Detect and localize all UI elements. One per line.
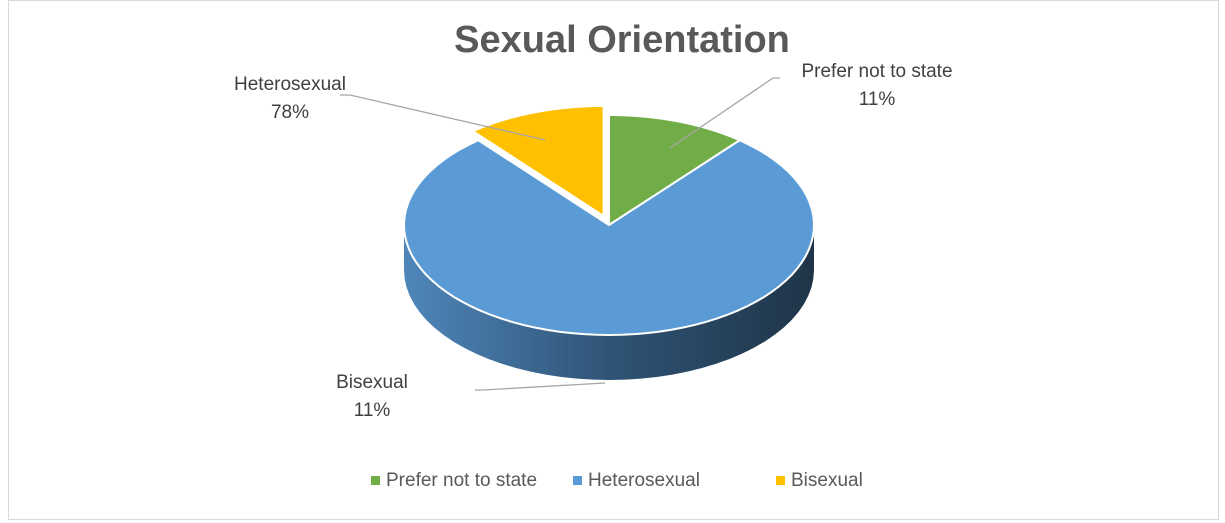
legend-swatch (371, 476, 380, 485)
leader-line (340, 94, 546, 141)
data-label-value: 78% (271, 102, 309, 123)
pie-slice (403, 139, 815, 337)
leader-line (475, 382, 606, 391)
legend-label: Bisexual (791, 470, 863, 491)
data-label-value: 11% (859, 89, 896, 110)
data-label-name: Heterosexual (234, 74, 346, 95)
pie-slice (470, 104, 605, 218)
leader-line (669, 77, 780, 149)
legend-swatch (573, 476, 582, 485)
data-label-name: Prefer not to state (801, 61, 952, 82)
legend-swatch (776, 476, 785, 485)
pie-slice (608, 113, 742, 227)
pie-side (404, 225, 814, 380)
chart-title: Sexual Orientation (454, 19, 790, 61)
legend-label: Heterosexual (588, 470, 700, 491)
data-label-value: 11% (354, 400, 391, 421)
data-label-name: Bisexual (336, 372, 408, 393)
legend-label: Prefer not to state (386, 470, 537, 491)
